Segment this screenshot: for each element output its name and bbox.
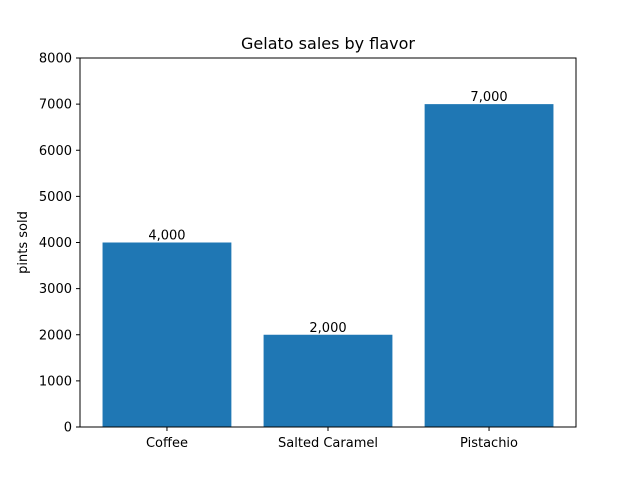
- y-tick-label: 6000: [39, 144, 72, 159]
- y-axis-label: pints sold: [16, 211, 31, 274]
- y-tick-label: 5000: [39, 190, 72, 205]
- x-axis-ticks: Coffee Salted Caramel Pistachio: [146, 427, 518, 451]
- y-tick-label: 4000: [39, 236, 72, 251]
- data-label: 7,000: [470, 90, 507, 105]
- chart-title: Gelato sales by flavor: [241, 34, 415, 53]
- y-tick-label: 3000: [39, 282, 72, 297]
- bar-pistachio: [424, 104, 554, 427]
- plot-frame: [79, 57, 577, 428]
- bars: 4,000 2,000 7,000: [102, 90, 554, 427]
- y-tick-label: 0: [64, 421, 72, 436]
- y-tick-label: 7000: [39, 98, 72, 113]
- bar-coffee: [102, 242, 232, 427]
- data-label: 2,000: [309, 321, 346, 336]
- y-tick-label: 2000: [39, 328, 72, 343]
- y-tick-label: 1000: [39, 374, 72, 389]
- y-axis-ticks: 0 1000 2000 3000 4000 5000 6000 7000 8000: [39, 52, 80, 436]
- bar-salted-caramel: [263, 334, 393, 427]
- x-tick-label: Coffee: [146, 436, 188, 451]
- x-tick-label: Salted Caramel: [278, 436, 378, 451]
- y-tick-label: 8000: [39, 52, 72, 67]
- x-tick-label: Pistachio: [460, 436, 518, 451]
- data-label: 4,000: [148, 229, 185, 244]
